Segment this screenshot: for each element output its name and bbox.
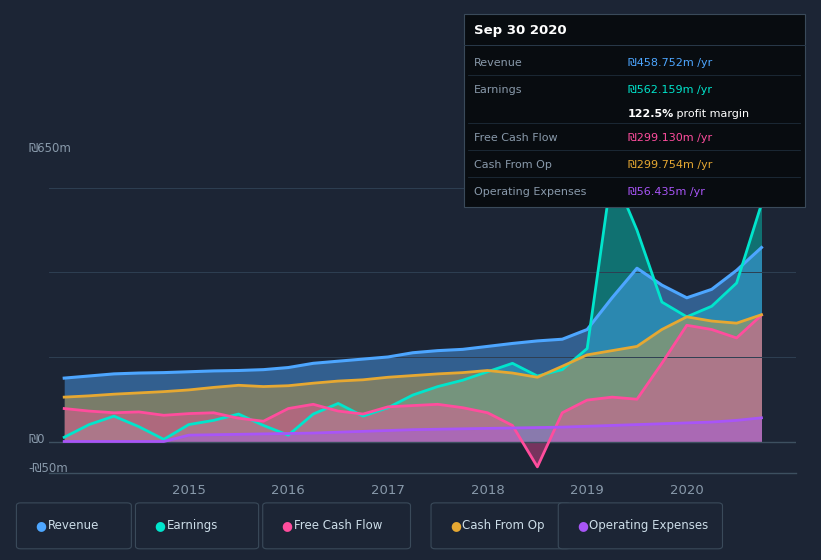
Text: ₪650m: ₪650m xyxy=(29,142,71,155)
Text: ●: ● xyxy=(450,519,461,533)
Text: Cash From Op: Cash From Op xyxy=(474,160,552,170)
Text: Earnings: Earnings xyxy=(167,519,218,533)
Text: profit margin: profit margin xyxy=(673,109,750,119)
Text: Revenue: Revenue xyxy=(48,519,99,533)
Text: Sep 30 2020: Sep 30 2020 xyxy=(474,24,566,37)
Text: Operating Expenses: Operating Expenses xyxy=(589,519,709,533)
Text: Free Cash Flow: Free Cash Flow xyxy=(474,133,557,143)
Text: ●: ● xyxy=(154,519,165,533)
Text: ●: ● xyxy=(35,519,46,533)
Text: 122.5%: 122.5% xyxy=(628,109,674,119)
Text: Earnings: Earnings xyxy=(474,85,522,95)
Text: ₪562.159m /yr: ₪562.159m /yr xyxy=(628,85,712,95)
Text: ₪0: ₪0 xyxy=(29,433,45,446)
Text: Free Cash Flow: Free Cash Flow xyxy=(294,519,383,533)
Text: ●: ● xyxy=(577,519,588,533)
Text: Revenue: Revenue xyxy=(474,58,522,68)
Text: -₪50m: -₪50m xyxy=(29,462,68,475)
Text: ●: ● xyxy=(282,519,292,533)
Text: Cash From Op: Cash From Op xyxy=(462,519,544,533)
Text: Operating Expenses: Operating Expenses xyxy=(474,186,586,197)
Text: ₪299.130m /yr: ₪299.130m /yr xyxy=(628,133,712,143)
Text: ₪458.752m /yr: ₪458.752m /yr xyxy=(628,58,713,68)
Text: ₪56.435m /yr: ₪56.435m /yr xyxy=(628,186,705,197)
Text: ₪299.754m /yr: ₪299.754m /yr xyxy=(628,160,713,170)
